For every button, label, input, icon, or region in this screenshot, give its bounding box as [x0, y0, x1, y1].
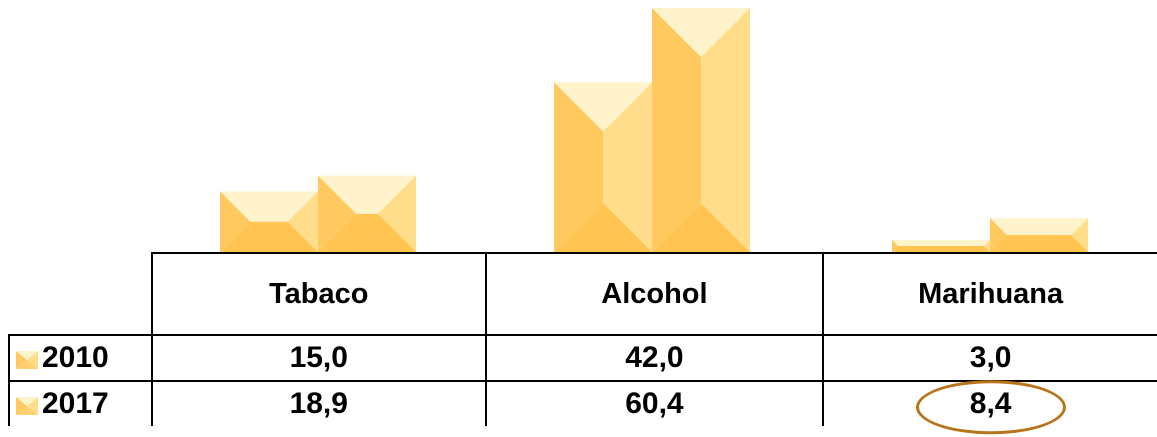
bar-face [1071, 218, 1088, 252]
bar-face [701, 8, 750, 252]
bar-face [652, 8, 701, 252]
bar-2010-tabaco [220, 191, 318, 252]
bar-2010-alcohol [554, 82, 652, 252]
bar-2017-tabaco [318, 175, 416, 252]
bar-face [220, 191, 251, 252]
highlighted-value: 8,4 [915, 380, 1066, 435]
bar-chart [220, 8, 1088, 252]
legend-entry: 2017 [8, 380, 153, 426]
bar-face [603, 82, 652, 252]
category-label: Marihuana [822, 252, 1157, 336]
corner-cell [9, 253, 153, 336]
data-label: 15,0 [150, 334, 487, 382]
bar-face [983, 239, 990, 252]
bar-face [652, 203, 750, 252]
bar-face [892, 239, 990, 246]
bar-2017-alcohol [652, 8, 750, 252]
bar-face [220, 191, 318, 222]
category-label: Alcohol [484, 252, 825, 336]
bar-face [990, 218, 1007, 252]
bar-face [892, 245, 990, 252]
legend-entry: 2010 [8, 334, 153, 382]
bar-face [990, 235, 1088, 252]
bar-2010-marihuana [892, 239, 990, 252]
bar-face [554, 82, 603, 252]
legend-swatch-icon [16, 397, 38, 415]
category-header-row: Tabaco Alcohol Marihuana [9, 252, 1157, 336]
data-label: 3,0 [822, 334, 1157, 382]
data-label: 42,0 [484, 334, 825, 382]
series-name: 2017 [42, 387, 109, 420]
bar-face [318, 213, 416, 252]
bar-face [554, 82, 652, 132]
highlighted-data-cell: 8,4 [822, 380, 1157, 435]
bar-face [990, 218, 1088, 236]
data-label: 60,4 [484, 380, 825, 426]
bar-face [220, 221, 318, 252]
data-label: 18,9 [150, 380, 487, 426]
bar-face [318, 175, 357, 252]
category-label: Tabaco [150, 252, 487, 336]
series-row-2010: 2010 15,0 42,0 3,0 [8, 334, 1157, 382]
highlight-oval [915, 380, 1066, 435]
series-row-2017: 2017 18,9 60,4 8,4 [8, 380, 1157, 435]
bar-face [554, 203, 652, 252]
bar-2017-marihuana [990, 218, 1088, 252]
data-table: Tabaco Alcohol Marihuana 2010 15,0 42,0 … [8, 252, 1157, 435]
bar-face [318, 175, 416, 214]
legend-swatch-icon [16, 351, 38, 369]
bar-face [652, 8, 750, 57]
bar-face [892, 239, 899, 252]
bar-face [377, 175, 416, 252]
series-name: 2010 [42, 341, 109, 374]
bar-face [287, 191, 318, 252]
